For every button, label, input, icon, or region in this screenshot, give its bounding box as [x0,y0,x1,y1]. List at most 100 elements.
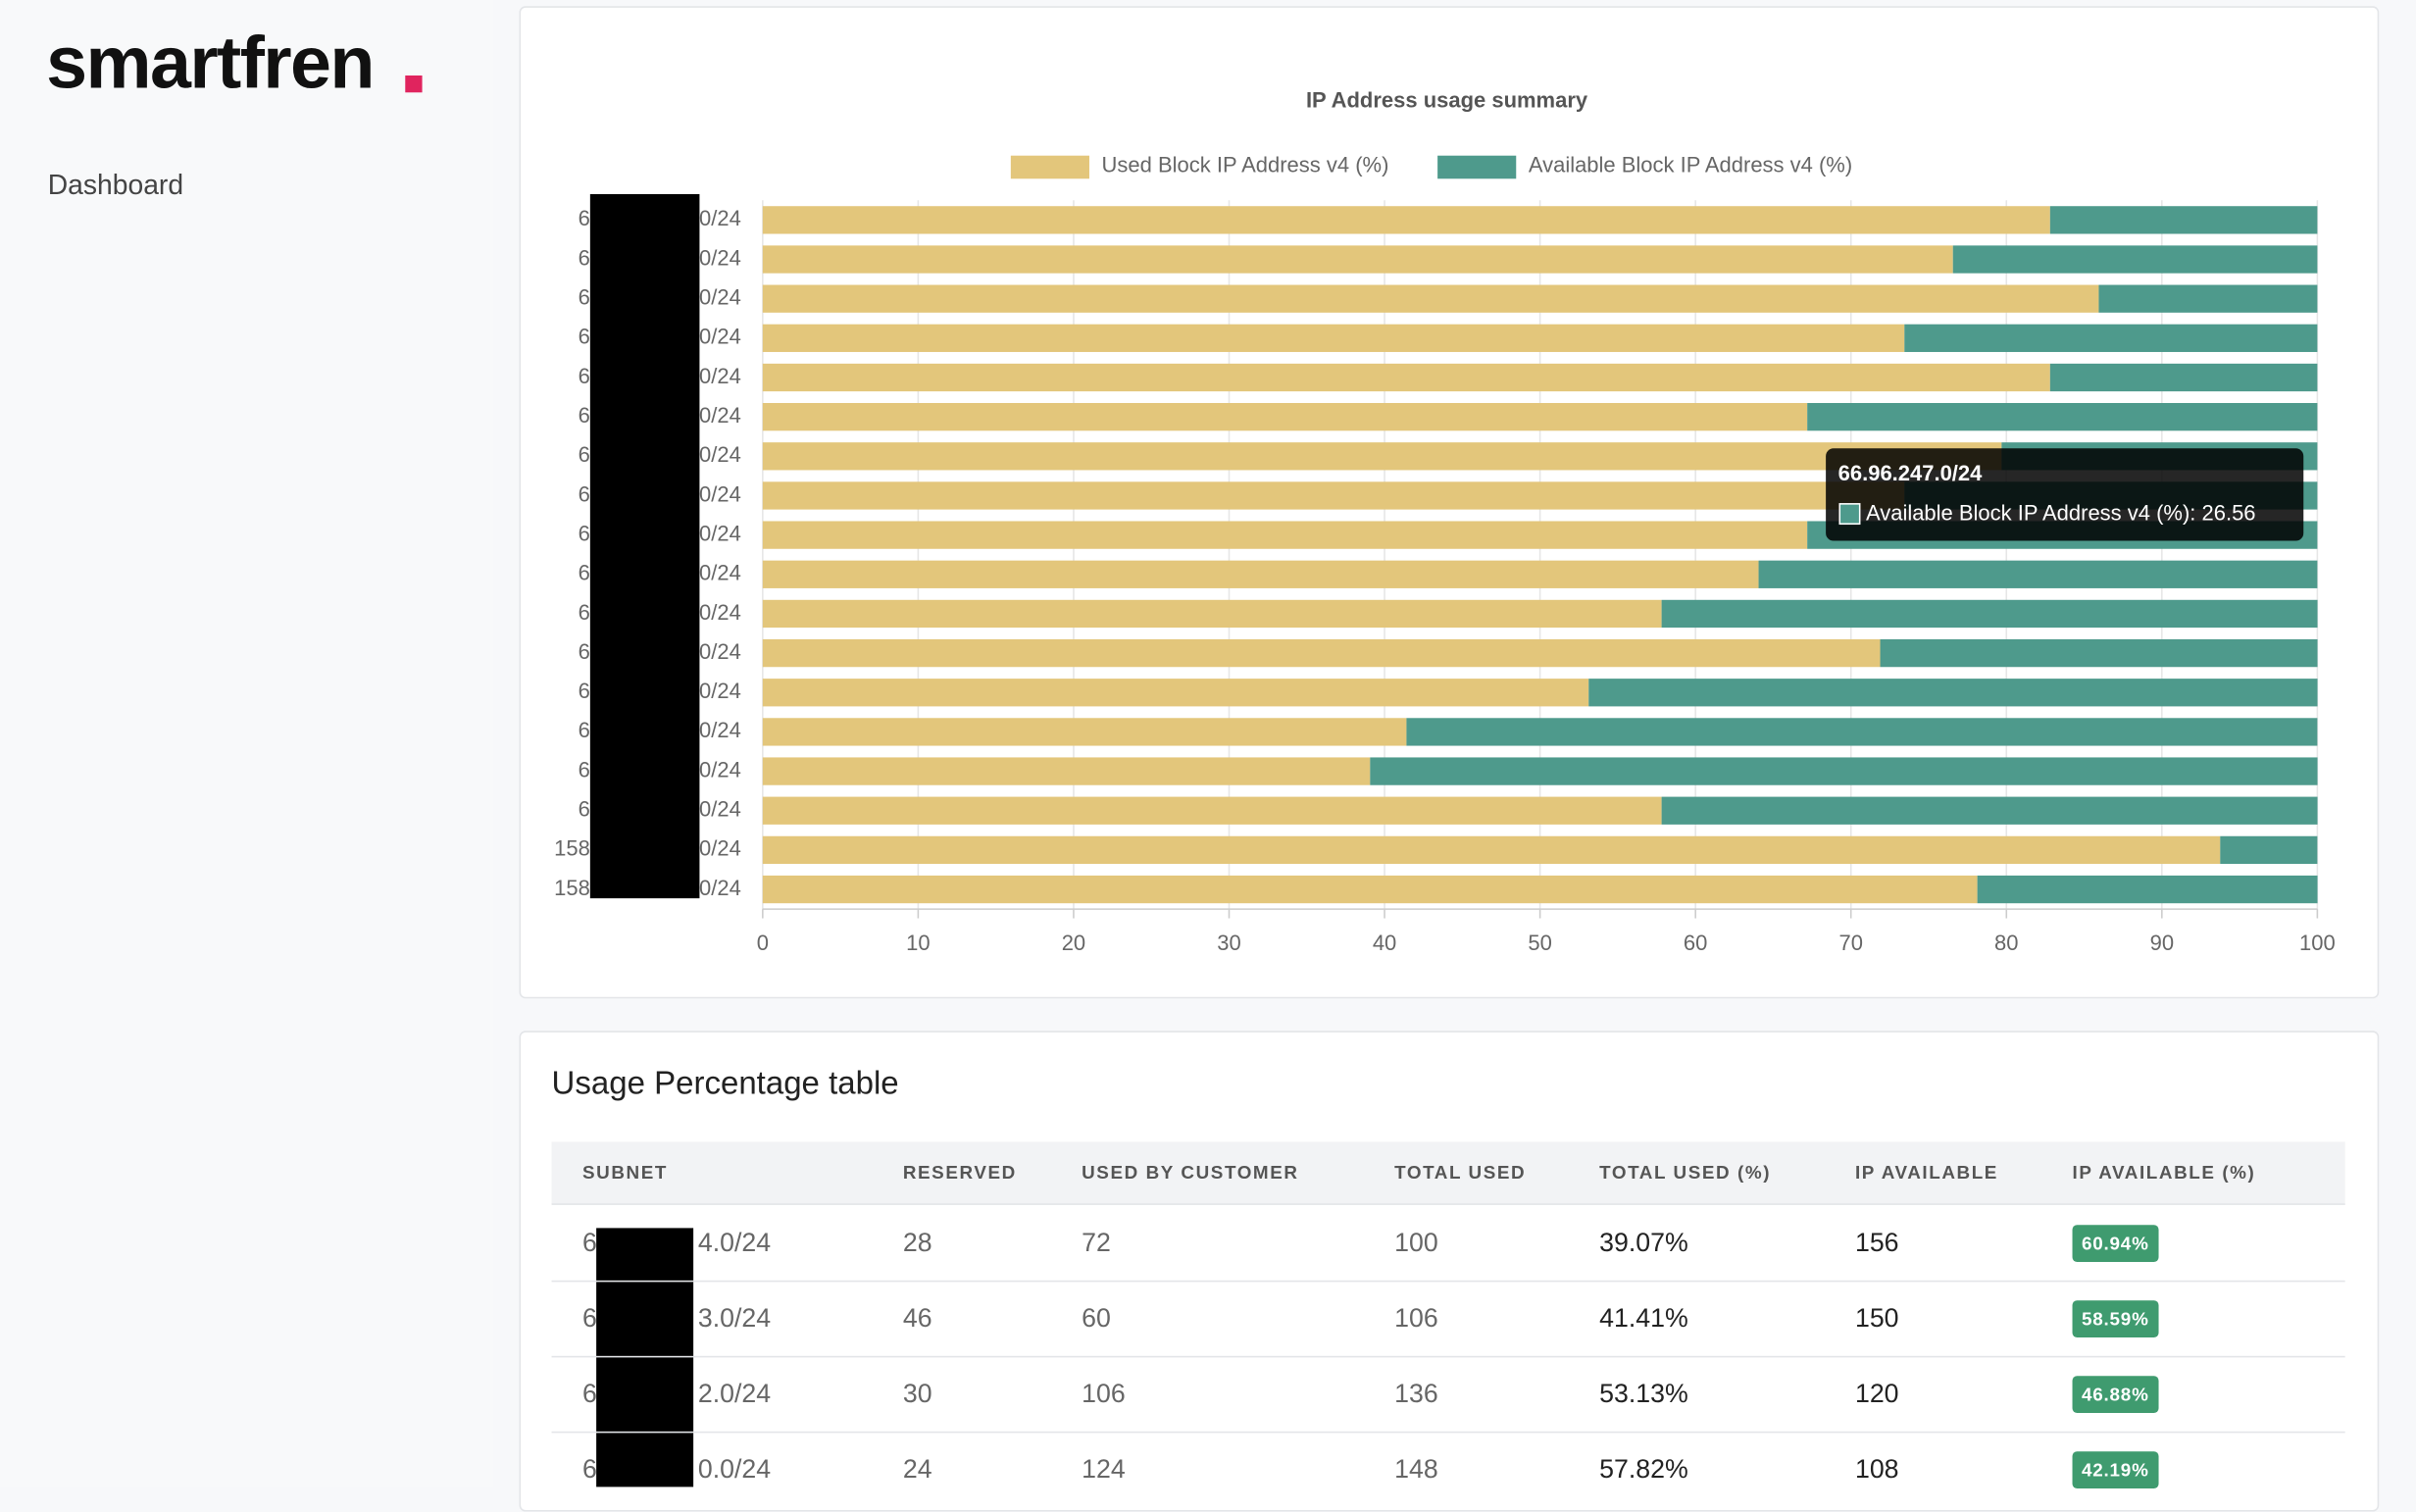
y-tick-label: 6 [579,757,590,781]
y-tick-label: 0/24 [699,561,741,585]
x-tick-label: 10 [906,931,930,955]
y-tick-label: 6 [579,364,590,388]
y-tick-label: 0/24 [699,284,741,309]
cell: 3.0/24 [697,1303,772,1334]
y-tick-label: 6 [579,206,590,230]
badge: 46.88% [2072,1376,2159,1413]
cell: 24 [902,1454,932,1485]
bar [762,403,1808,431]
bar [1904,324,2318,352]
cell: 106 [1394,1303,1438,1334]
y-tick-label: 0/24 [699,206,741,230]
bar [1588,679,2318,707]
cell: 150 [1854,1303,1899,1334]
y-tick-label: 0/24 [699,718,741,742]
y-tick-label: 0/24 [699,442,741,467]
cell: 0.0/24 [697,1454,772,1485]
legend-swatch [1010,155,1089,179]
bar [1370,757,2318,785]
x-tick-label: 50 [1528,931,1551,955]
y-tick-label: 0/24 [699,797,741,822]
y-tick-label: 6 [579,797,590,822]
cell: 57.82% [1599,1454,1688,1485]
bar [2098,284,2318,313]
y-tick-label: 6 [579,325,590,349]
cell: 28 [902,1228,932,1258]
chart-title: IP Address usage summary [1306,88,1588,113]
row-divider [551,1431,2345,1434]
bar [762,442,2002,471]
bar [762,363,2050,392]
y-tick-label: 0/24 [699,403,741,428]
y-tick-label: 6 [579,639,590,664]
bar [2049,206,2318,234]
bar [762,599,1662,629]
y-tick-label: 6 [579,561,590,585]
y-tick-label: 0/24 [699,639,741,664]
x-tick-label: 60 [1684,931,1707,955]
cell: 148 [1394,1454,1438,1485]
bar [762,875,1978,904]
cell: 46 [902,1303,932,1334]
cell: 72 [1082,1228,1111,1258]
bar [762,560,1759,588]
cell: 156 [1854,1228,1899,1258]
x-tick-label: 70 [1838,931,1862,955]
column-header: USED BY CUSTOMER [1082,1161,1299,1184]
y-tick-label: 0/24 [699,600,741,625]
bar [762,679,1589,707]
y-tick-label: 0/24 [699,364,741,388]
column-header: SUBNET [581,1161,668,1184]
cell: 6 [581,1379,597,1409]
badge: 60.94% [2072,1225,2159,1262]
y-tick-label: 0/24 [699,757,741,781]
bar [762,521,1808,549]
cell: 6 [581,1303,597,1334]
bar [762,796,1662,825]
cell: 6 [581,1454,597,1485]
bar [762,245,1953,274]
bar [762,284,2099,313]
y-tick-label: 6 [579,442,590,467]
cell: 39.07% [1599,1228,1688,1258]
y-tick-label: 6 [579,718,590,742]
legend-label: Available Block IP Address v4 (%) [1529,153,1852,177]
logo: smartfren [46,23,375,105]
column-header: IP AVAILABLE (%) [2072,1161,2256,1184]
cell: 120 [1854,1379,1899,1409]
y-tick-label: 6 [579,245,590,270]
cell: 2.0/24 [697,1379,772,1409]
bar [1807,403,2318,431]
y-tick-label: 0/24 [699,876,741,900]
y-tick-label: 6 [579,679,590,703]
column-header: TOTAL USED [1394,1161,1527,1184]
chart: IP Address usage summary 0 10 20 30 40 50 60 70… [554,88,2336,956]
cell: 41.41% [1599,1303,1688,1334]
x-tick-label: 20 [1062,931,1085,955]
badge: 42.19% [2072,1451,2159,1488]
cell: 60 [1082,1303,1111,1334]
y-tick-label: 0/24 [699,481,741,506]
y-tick-label: 0/24 [699,679,741,703]
bar [762,835,2221,865]
x-tick-label: 30 [1217,931,1240,955]
x-tick-label: 80 [1994,931,2018,955]
bar [762,324,1905,352]
y-tick-label: 0/24 [699,521,741,545]
cell: 4.0/24 [697,1228,772,1258]
bar [762,718,1407,746]
redaction [589,193,700,899]
bar [1661,599,2318,629]
x-tick-label: 100 [2299,931,2336,955]
x-tick-label: 40 [1373,931,1396,955]
tooltip-label: Available Block IP Address v4 (%): 26.56 [1866,501,2256,526]
logo-dot [405,75,423,93]
cell: 53.13% [1599,1379,1688,1409]
table-header [551,1141,2345,1205]
cell: 30 [902,1379,932,1409]
legend-swatch [1437,155,1517,179]
column-header: RESERVED [902,1161,1017,1184]
nav-link[interactable]: Dashboard [47,169,184,201]
